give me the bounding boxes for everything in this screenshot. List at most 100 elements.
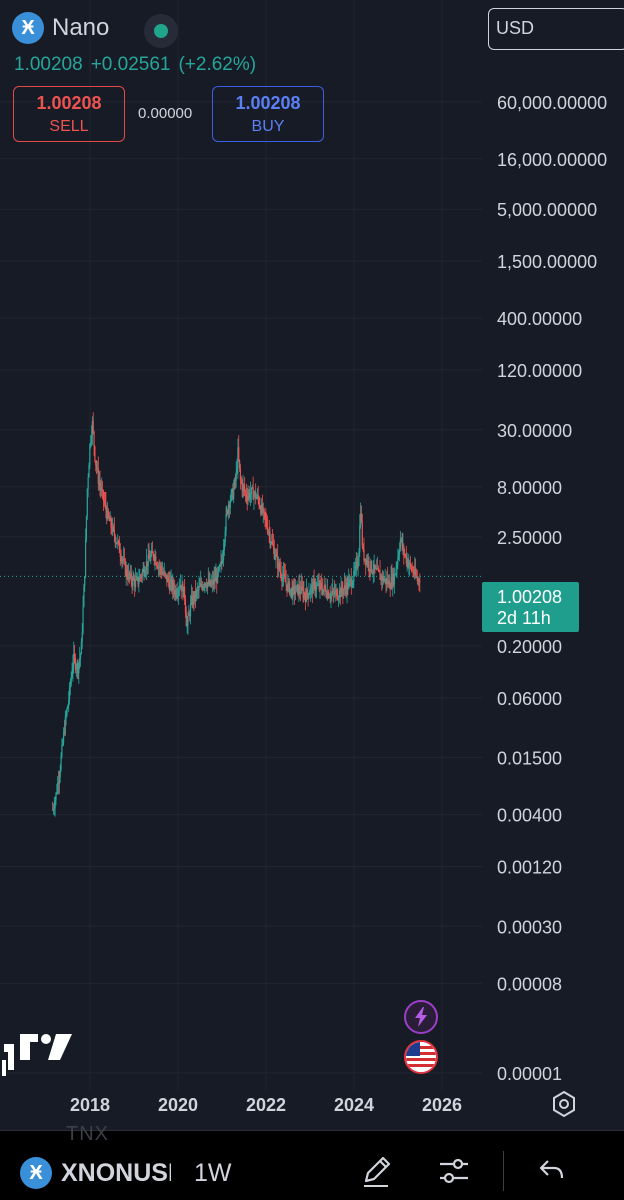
candle-body [139, 576, 141, 582]
candle-body [83, 586, 85, 608]
candle-body [102, 490, 104, 501]
candle-body [324, 585, 326, 590]
candle-body [234, 479, 236, 481]
price-chart[interactable]: 60,000.00000 16,000.00000 5,000.00000 1,500… [0, 0, 624, 1130]
candle-body [125, 569, 127, 576]
candle-body [336, 590, 338, 600]
candle-body [64, 717, 66, 734]
candle-body [56, 792, 58, 794]
candle-body [85, 539, 87, 578]
candle-body [212, 580, 214, 585]
candle-body [306, 589, 308, 594]
candle-body [391, 576, 393, 587]
candle-body [218, 565, 220, 571]
toolbar-divider [503, 1151, 504, 1191]
candle-body [226, 510, 228, 515]
candle-body [82, 607, 84, 633]
candle-body [152, 552, 154, 558]
candle-body [206, 583, 209, 589]
x-axis-labels: 2018 2020 2022 2024 2026 [70, 1095, 462, 1115]
symbol-header[interactable]: Ӿ Nano [12, 12, 178, 48]
candle-body [233, 488, 235, 499]
market-status-button[interactable] [144, 14, 178, 48]
candle-body [378, 570, 380, 572]
buy-button[interactable]: 1.00208 BUY [212, 86, 324, 142]
candle-body [189, 614, 191, 617]
pencil-icon[interactable] [358, 1153, 394, 1189]
sell-button[interactable]: 1.00208 SELL [13, 86, 125, 142]
candle-body [294, 586, 296, 595]
gear-icon[interactable] [550, 1090, 578, 1118]
candle-body [296, 584, 298, 586]
region-button[interactable] [404, 1040, 438, 1074]
candle-body [85, 516, 88, 540]
candle-body [268, 531, 270, 533]
candle-body [252, 487, 254, 500]
candle-body [384, 578, 386, 581]
price-tag-value: 1.00208 [497, 587, 563, 607]
sliders-icon[interactable] [436, 1153, 472, 1189]
candle-body [63, 732, 66, 734]
candle-body [295, 585, 297, 592]
candle-body [353, 570, 355, 582]
candle-body [387, 579, 389, 585]
candle-body [217, 570, 219, 584]
candle-body [68, 686, 71, 701]
candle-body [400, 538, 402, 540]
undo-arrow-icon[interactable] [536, 1153, 568, 1185]
candle-body [235, 471, 237, 481]
candle-body [327, 591, 330, 598]
spread-value: 0.00000 [138, 105, 193, 122]
candle-body [322, 589, 324, 594]
candle-body [223, 542, 225, 550]
candle-body [281, 577, 283, 582]
y-tick-label: 8.00000 [497, 478, 562, 498]
symbol-name[interactable]: Nano [52, 14, 110, 41]
candle-body [133, 577, 135, 581]
candle-body [305, 596, 307, 602]
candle-body [241, 482, 243, 491]
sell-price: 1.00208 [36, 93, 102, 113]
candle-body [113, 528, 115, 537]
candle-body [373, 564, 375, 573]
candle-body [314, 582, 316, 592]
candle-body [118, 540, 120, 542]
candle-body [201, 586, 203, 590]
candle-body [318, 583, 320, 590]
candle-body [273, 547, 275, 559]
candle-body [61, 744, 63, 757]
candle-body [105, 503, 107, 511]
candle-body [208, 579, 210, 585]
candle-body [250, 487, 253, 494]
symbol-logo-icon[interactable]: Ӿ [20, 1157, 52, 1189]
chart-area[interactable]: 60,000.00000 16,000.00000 5,000.00000 1,500… [0, 0, 624, 1130]
candle-body [141, 571, 143, 578]
interval-button[interactable]: 1W [194, 1159, 232, 1187]
candle-body [214, 578, 216, 582]
candle-body [262, 509, 264, 513]
candle-body [300, 585, 302, 594]
symbol-search-button[interactable]: XNONUSD [61, 1159, 171, 1187]
candle-body [343, 585, 346, 590]
candle-body [239, 459, 241, 469]
candle-body [282, 576, 284, 582]
candle-body [380, 576, 382, 580]
candle-body [206, 586, 208, 589]
candle-body [203, 586, 205, 588]
candle-body [350, 578, 352, 588]
candle-body [112, 525, 115, 529]
candle-body [130, 573, 132, 582]
candle-body [236, 468, 238, 472]
candle-body [138, 581, 140, 584]
candle-body [278, 562, 280, 570]
currency-select[interactable]: USD [488, 8, 624, 50]
candle-body [156, 566, 159, 569]
candle-body [57, 782, 59, 793]
candle-body [357, 565, 359, 568]
y-tick-label: 60,000.00000 [497, 93, 607, 113]
quick-trade-button[interactable] [404, 1000, 438, 1034]
candle-body [354, 565, 357, 571]
candle-body [266, 520, 268, 527]
candle-body [207, 579, 209, 584]
candle-body [189, 603, 192, 617]
